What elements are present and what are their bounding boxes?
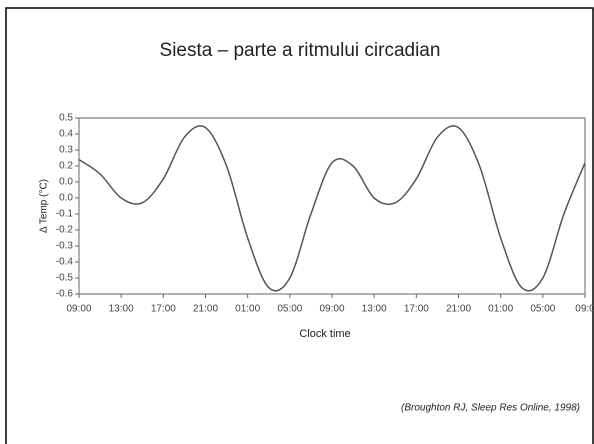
y-tick-label: 0.4	[59, 129, 73, 140]
x-tick-label: 13:00	[109, 304, 134, 315]
y-tick-label: -0.5	[56, 273, 74, 284]
source: (Broughton RJ, Sleep Res Online, 1998)	[401, 403, 580, 414]
y-tick-label: -0.6	[56, 289, 74, 300]
x-tick-label: 17:00	[151, 304, 176, 315]
x-tick-label: 09:00	[66, 304, 91, 315]
x-axis-label: Clock time	[299, 328, 350, 340]
slide-border	[5, 7, 594, 444]
x-tick-label: 21:00	[446, 304, 471, 315]
y-tick-label: 0.3	[59, 145, 73, 156]
y-tick-label: -0.4	[56, 257, 74, 268]
x-tick-label: 05:00	[277, 304, 302, 315]
y-tick-label: -0.2	[56, 225, 74, 236]
x-tick-label: 17:00	[404, 304, 429, 315]
y-tick-label: -0.1	[56, 209, 74, 220]
y-tick-label: 0.0	[59, 193, 73, 204]
x-tick-label: 09:00	[319, 304, 344, 315]
y-tick-label: 0.5	[59, 113, 73, 124]
x-tick-label: 21:00	[193, 304, 218, 315]
x-tick-label: 13:00	[362, 304, 387, 315]
y-axis-label: Δ Temp (°C)	[39, 179, 50, 233]
x-tick-label: 05:00	[530, 304, 555, 315]
temp-curve	[78, 125, 586, 292]
y-tick-label: -0.3	[56, 241, 74, 252]
y-tick-label: 0.0	[59, 177, 73, 188]
x-tick-label: 09:0	[575, 304, 594, 315]
x-tick-label: 01:00	[488, 304, 513, 315]
x-tick-label: 01:00	[235, 304, 260, 315]
slide-title: Siesta – parte a ritmului circadian	[160, 40, 441, 61]
y-tick-label: 0.2	[59, 161, 73, 172]
